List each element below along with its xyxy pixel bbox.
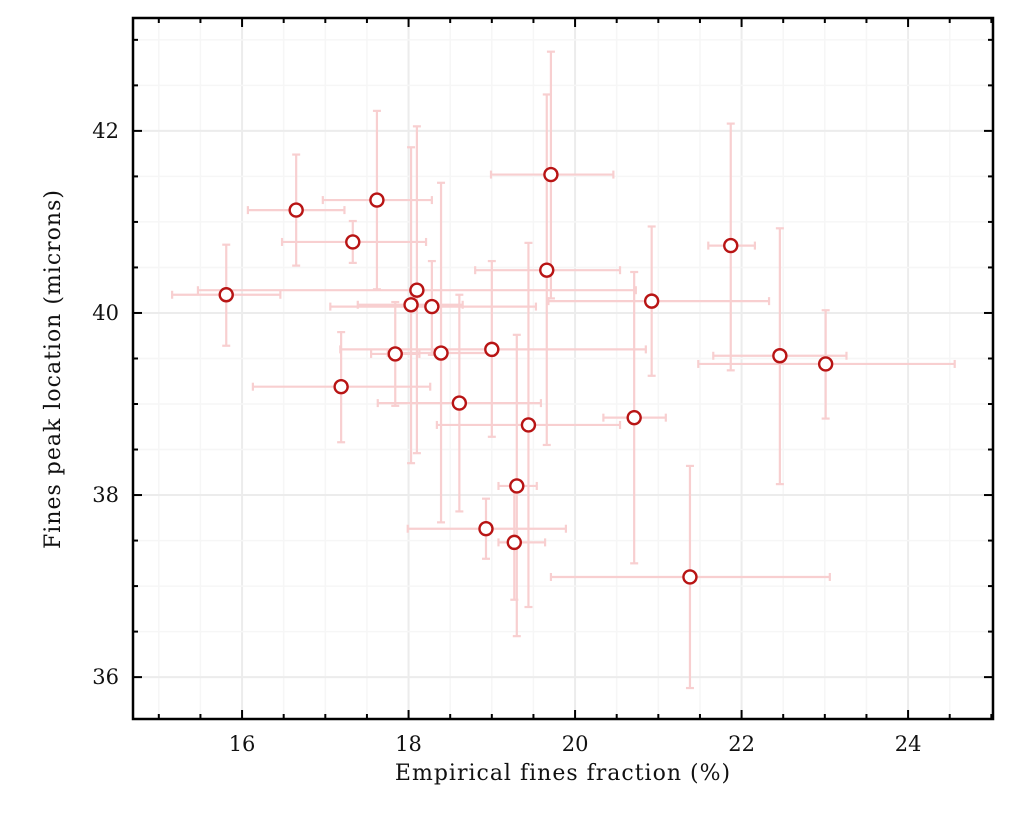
data-point xyxy=(218,287,234,303)
plot-frame xyxy=(131,16,995,721)
data-point xyxy=(369,192,385,208)
data-point xyxy=(433,345,449,361)
y-tick-labels: 36 38 40 42 xyxy=(92,119,119,689)
data-point xyxy=(543,166,559,183)
grid xyxy=(133,18,993,719)
error-bars xyxy=(171,50,956,690)
data-points xyxy=(218,166,834,585)
data-point xyxy=(626,409,642,426)
data-point xyxy=(333,379,349,395)
data-point xyxy=(451,395,468,411)
y-axis-label: Fines peak location (microns) xyxy=(41,189,66,549)
data-point xyxy=(723,237,739,254)
data-point xyxy=(682,569,698,585)
axis-ticks xyxy=(133,18,993,719)
data-point xyxy=(509,478,525,494)
x-tick-label: 24 xyxy=(895,732,922,756)
x-tick-label: 16 xyxy=(229,732,256,756)
data-point xyxy=(520,417,537,433)
data-point xyxy=(506,534,522,551)
x-tick-label: 20 xyxy=(562,732,589,756)
y-tick-label: 40 xyxy=(92,301,119,325)
data-point xyxy=(772,348,788,364)
x-tick-labels: 16 18 20 22 24 xyxy=(229,732,922,756)
data-point xyxy=(403,297,419,313)
data-point xyxy=(387,346,403,362)
data-point xyxy=(345,234,361,250)
y-tick-label: 36 xyxy=(92,665,119,689)
data-point xyxy=(424,298,440,315)
x-axis-label: Empirical fines fraction (%) xyxy=(395,761,731,786)
y-tick-label: 38 xyxy=(92,483,119,507)
y-tick-label: 42 xyxy=(92,119,119,143)
data-point xyxy=(288,202,304,218)
x-tick-label: 22 xyxy=(728,732,755,756)
data-point xyxy=(409,282,425,298)
data-point xyxy=(484,341,500,358)
data-point xyxy=(478,521,494,537)
data-point xyxy=(539,262,555,278)
x-tick-label: 18 xyxy=(395,732,422,756)
data-point xyxy=(817,356,834,372)
data-point xyxy=(643,293,660,309)
